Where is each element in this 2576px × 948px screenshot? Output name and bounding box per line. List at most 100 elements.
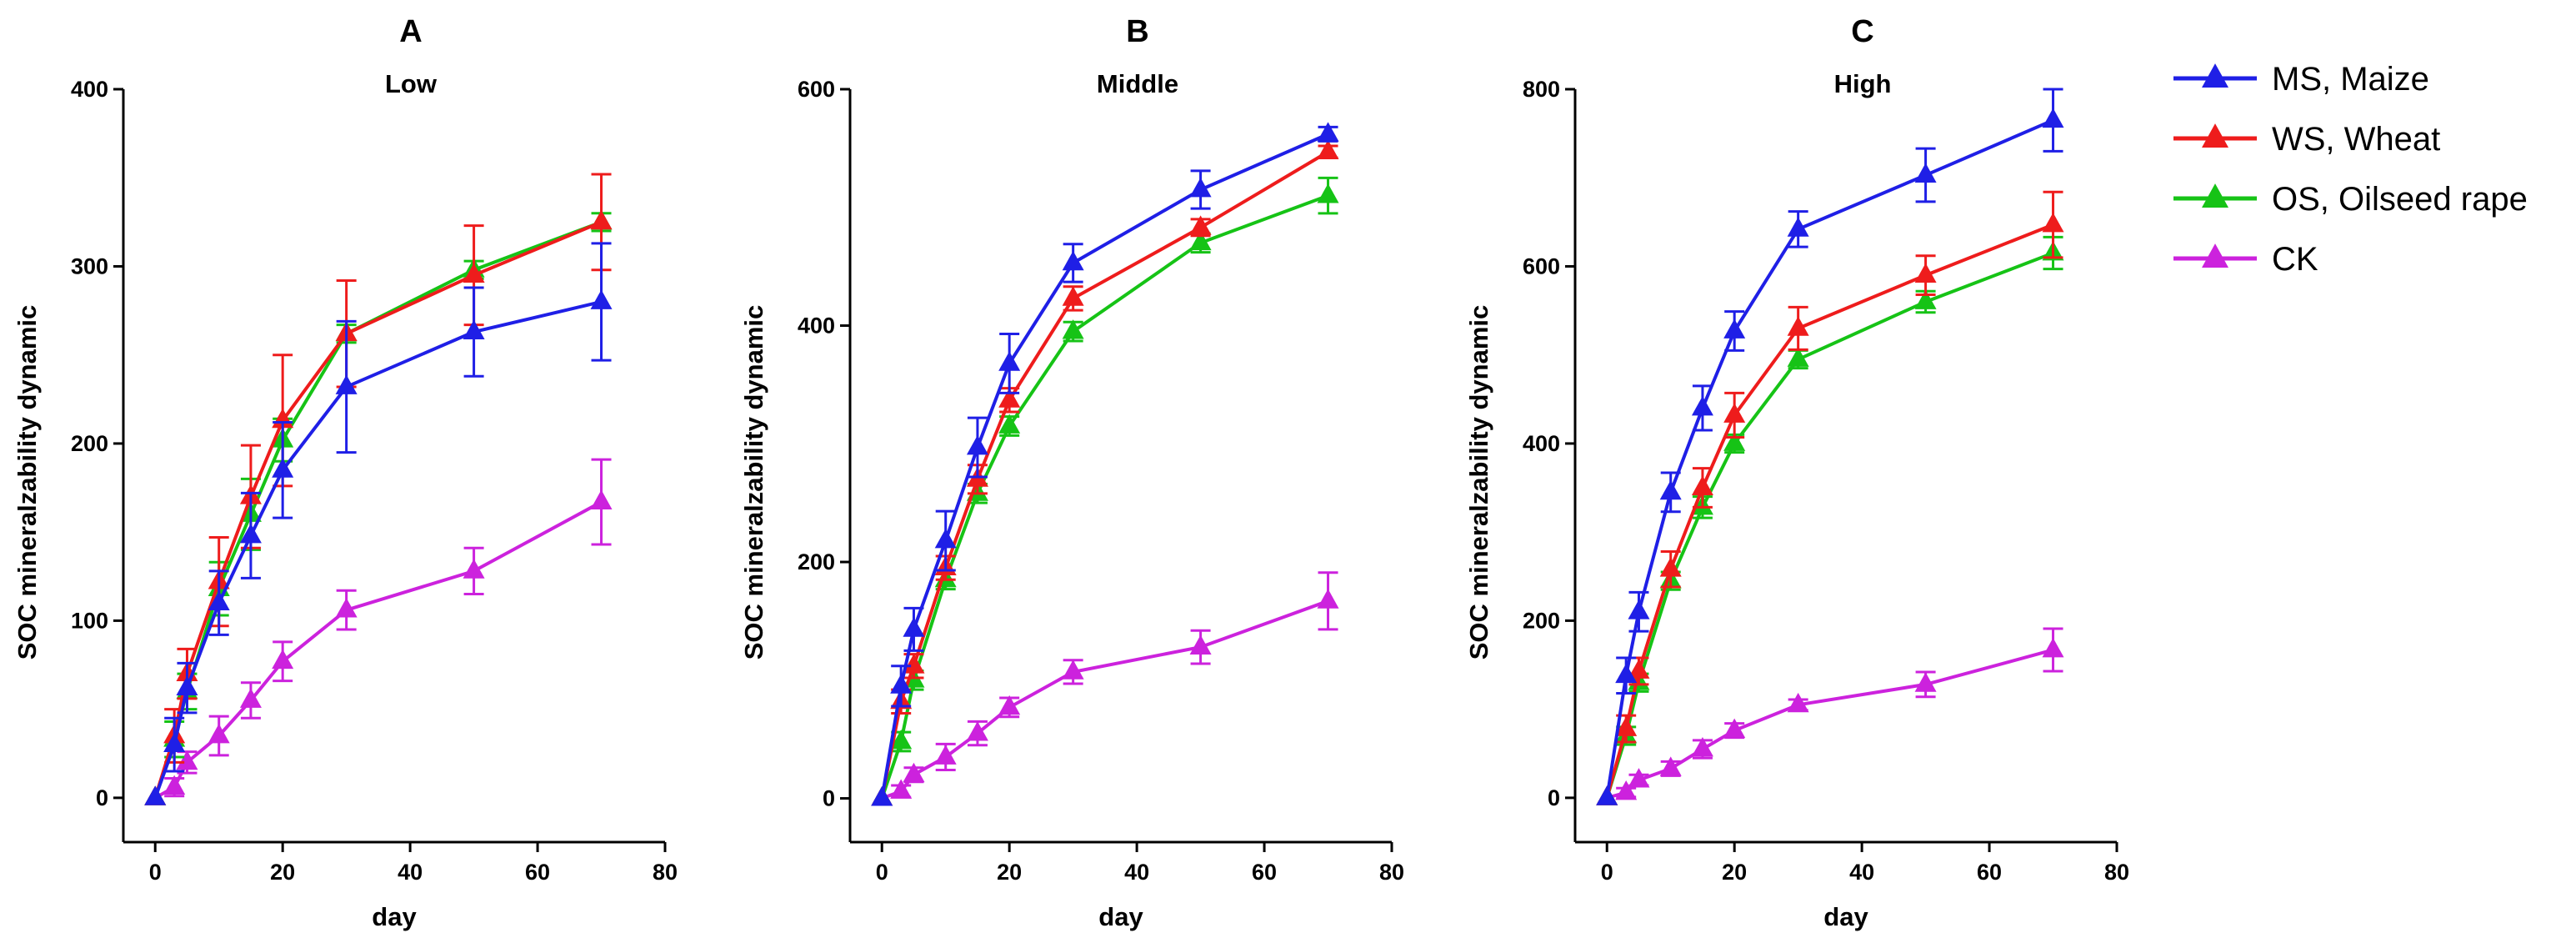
data-point	[208, 724, 230, 744]
data-point	[1691, 736, 1713, 757]
x-axis-label: day	[1098, 902, 1143, 931]
series-line	[880, 193, 1329, 800]
y-tick-label: 100	[71, 608, 108, 633]
data-point	[272, 649, 294, 670]
data-point	[2042, 213, 2064, 233]
data-point	[890, 674, 913, 694]
data-point	[1615, 663, 1638, 684]
data-point	[1723, 718, 1746, 739]
data-point	[144, 785, 167, 805]
panel-letter: A	[399, 14, 422, 49]
x-tick-label: 40	[1124, 860, 1149, 885]
x-tick-label: 40	[398, 860, 423, 885]
data-point	[1659, 557, 1682, 577]
data-point	[1628, 768, 1650, 788]
data-point	[1062, 660, 1084, 680]
y-tick-label: 300	[71, 253, 108, 278]
series-ms	[144, 242, 613, 805]
x-tick-label: 40	[1849, 860, 1874, 885]
panel-a: A Low 0 100 200 300 400 0 20 40 60 80 day SOC mineral…	[13, 14, 678, 931]
panel-b: B Middle 0 200 400 600 0 20 40 60 80 day SOC mineral…	[739, 14, 1404, 931]
data-point	[239, 523, 262, 544]
data-point	[463, 319, 485, 339]
y-tick-label: 600	[798, 77, 835, 102]
legend-swatch-marker	[2202, 183, 2228, 208]
legend-item: MS, Maize	[2173, 61, 2429, 98]
y-tick-label: 400	[798, 313, 835, 339]
series-ck	[1596, 627, 2064, 805]
data-point	[335, 374, 358, 394]
data-point	[176, 675, 198, 696]
data-point	[1628, 599, 1650, 619]
x-tick-label: 20	[270, 860, 295, 885]
x-tick-label: 0	[149, 860, 162, 885]
legend: MS, Maize WS, Wheat OS, Oilseed rape CK	[2173, 61, 2528, 278]
data-point	[934, 529, 957, 549]
data-point	[463, 263, 485, 283]
series-os	[1596, 235, 2064, 805]
x-tick-label: 80	[2104, 860, 2129, 885]
data-point	[1691, 395, 1713, 416]
panel-letter: C	[1851, 14, 1873, 49]
panel-c: C High 0 200 400 600 800 0 20 40 60 80 day SOC minera…	[1464, 14, 2129, 931]
series-line	[880, 150, 1329, 799]
data-point	[903, 762, 925, 783]
series-ms	[871, 122, 1339, 806]
data-point	[1189, 215, 1212, 235]
data-point	[966, 721, 988, 741]
data-point	[871, 786, 893, 806]
series-line	[154, 500, 603, 800]
data-point	[1787, 347, 1809, 367]
data-point	[1189, 635, 1212, 655]
y-tick-label: 400	[1523, 431, 1560, 456]
series-line	[153, 300, 602, 799]
series-ck	[871, 571, 1339, 806]
data-point	[1317, 589, 1339, 609]
data-point	[2042, 637, 2064, 658]
x-tick-label: 80	[653, 860, 678, 885]
data-point	[1189, 177, 1212, 198]
data-point	[239, 688, 262, 708]
data-point	[1628, 659, 1650, 679]
data-point	[1596, 785, 1618, 805]
x-tick-label: 20	[997, 860, 1022, 885]
series-line	[153, 220, 603, 799]
series-ws	[144, 173, 613, 805]
series-ws	[871, 139, 1339, 806]
data-point	[1659, 756, 1682, 776]
data-point	[1062, 286, 1084, 306]
data-point	[998, 414, 1021, 434]
data-point	[1787, 692, 1809, 713]
legend-swatch-marker	[2202, 243, 2228, 268]
x-tick-label: 0	[876, 860, 888, 885]
data-point	[998, 695, 1021, 715]
legend-label: OS, Oilseed rape	[2272, 181, 2528, 218]
y-axis-label: SOC mineralzability dynamic	[1464, 305, 1493, 660]
legend-label: MS, Maize	[2272, 61, 2429, 98]
data-point	[590, 289, 613, 309]
data-point	[890, 729, 913, 750]
data-point	[1914, 289, 1937, 309]
data-point	[176, 750, 198, 770]
data-point	[335, 598, 358, 618]
legend-label: WS, Wheat	[2272, 121, 2440, 158]
legend-swatch-marker	[2202, 123, 2228, 148]
panel-letter: B	[1126, 14, 1148, 49]
panel-subtitle: Low	[385, 69, 438, 98]
data-point	[1317, 122, 1339, 142]
data-point	[1659, 479, 1682, 500]
y-axis-label: SOC mineralzability dynamic	[739, 305, 768, 660]
series-line	[880, 133, 1329, 799]
data-point	[272, 458, 294, 478]
series-ws	[1596, 190, 2064, 805]
data-point	[1787, 217, 1809, 237]
data-point	[890, 779, 913, 799]
data-point	[1787, 316, 1809, 336]
data-point	[1615, 780, 1638, 800]
data-point	[2042, 108, 2064, 128]
data-point	[934, 745, 957, 765]
legend-item: CK	[2173, 241, 2318, 278]
y-tick-label: 0	[823, 786, 835, 811]
y-tick-label: 200	[1523, 608, 1560, 633]
